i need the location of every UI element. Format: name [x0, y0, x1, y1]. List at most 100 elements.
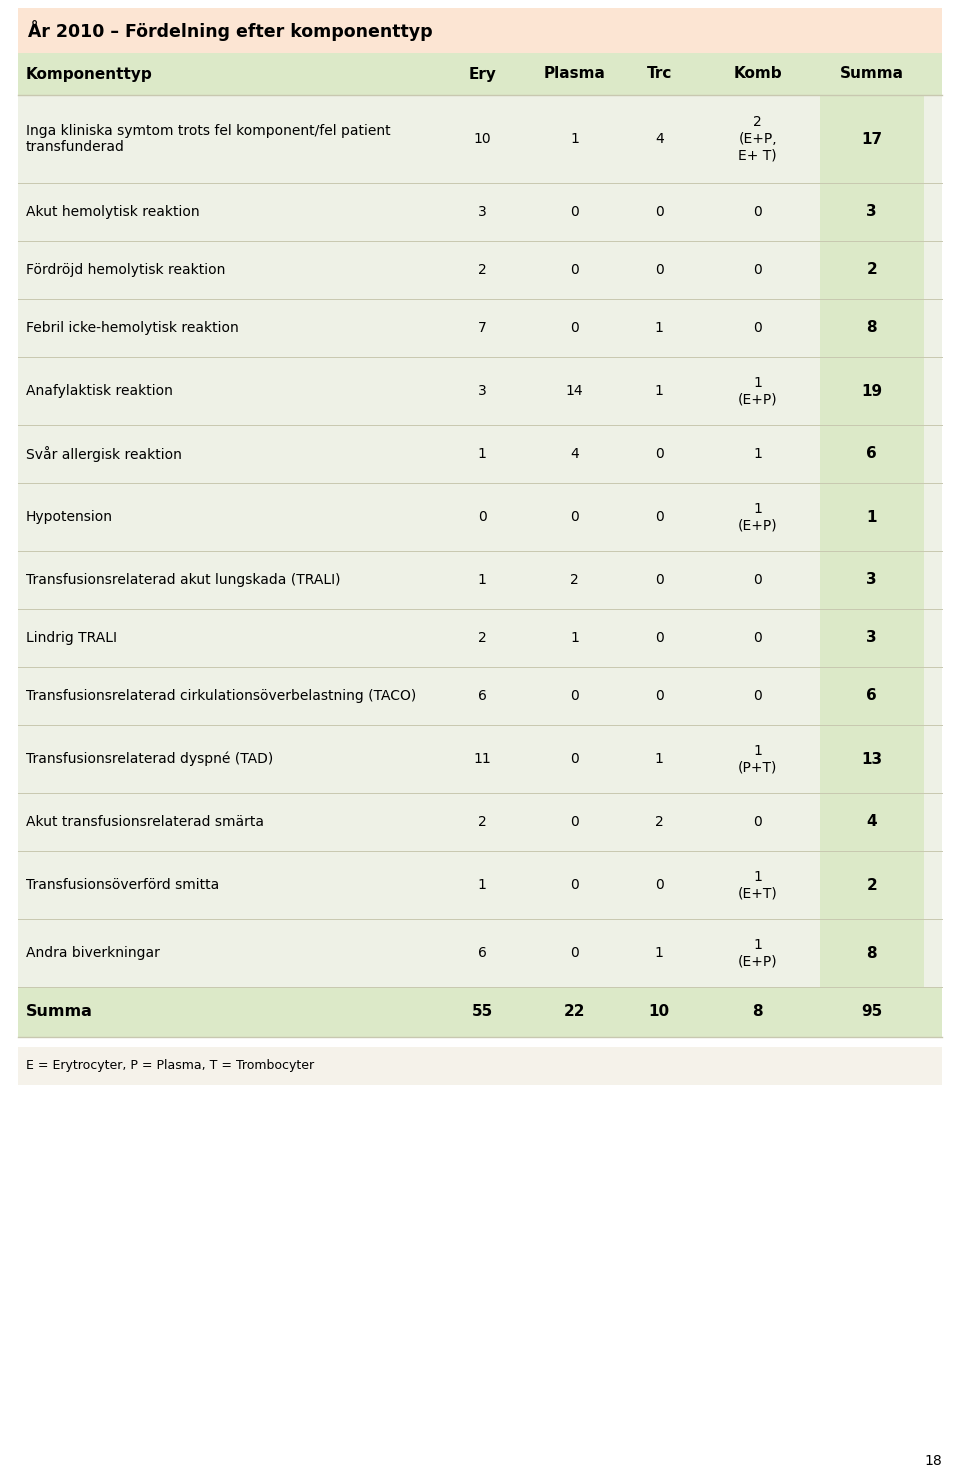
Bar — [820, 919, 924, 988]
Bar — [820, 357, 924, 426]
Text: 2: 2 — [478, 816, 487, 829]
Text: 0: 0 — [570, 262, 579, 277]
Text: Summa: Summa — [26, 1004, 93, 1019]
Text: 1: 1 — [867, 510, 877, 525]
Bar — [18, 793, 942, 851]
Bar — [18, 988, 942, 1037]
Text: Hypotension: Hypotension — [26, 510, 113, 523]
Text: 10: 10 — [649, 1004, 670, 1019]
Text: 1: 1 — [655, 946, 663, 960]
Text: 55: 55 — [471, 1004, 492, 1019]
Text: Transfusionsrelaterad dyspné (TAD): Transfusionsrelaterad dyspné (TAD) — [26, 752, 274, 767]
Bar — [18, 7, 942, 53]
Text: 0: 0 — [655, 510, 663, 523]
Text: 1: 1 — [478, 878, 487, 891]
Text: Fördröjd hemolytisk reaktion: Fördröjd hemolytisk reaktion — [26, 262, 226, 277]
Text: 18: 18 — [924, 1453, 942, 1468]
Text: 1: 1 — [754, 446, 762, 461]
Text: 0: 0 — [754, 816, 762, 829]
Bar — [18, 483, 942, 552]
Text: Transfusionsrelaterad akut lungskada (TRALI): Transfusionsrelaterad akut lungskada (TR… — [26, 572, 341, 587]
Text: Ery: Ery — [468, 67, 496, 82]
Text: 8: 8 — [867, 946, 877, 961]
Bar — [18, 1047, 942, 1086]
Text: 0: 0 — [754, 262, 762, 277]
Bar — [820, 552, 924, 610]
Text: 2: 2 — [478, 630, 487, 645]
Text: 0: 0 — [570, 946, 579, 960]
Text: 7: 7 — [478, 320, 487, 335]
Text: 0: 0 — [655, 878, 663, 891]
Text: 6: 6 — [867, 446, 877, 461]
Text: Akut transfusionsrelaterad smärta: Akut transfusionsrelaterad smärta — [26, 816, 264, 829]
Text: Akut hemolytisk reaktion: Akut hemolytisk reaktion — [26, 205, 200, 219]
Text: 11: 11 — [473, 752, 492, 767]
Bar — [18, 426, 942, 483]
Text: 0: 0 — [754, 205, 762, 219]
Bar — [820, 242, 924, 300]
Text: 0: 0 — [655, 630, 663, 645]
Bar — [820, 182, 924, 242]
Text: 8: 8 — [867, 320, 877, 335]
Text: Andra biverkningar: Andra biverkningar — [26, 946, 160, 960]
Text: 0: 0 — [570, 690, 579, 703]
Text: År 2010 – Fördelning efter komponenttyp: År 2010 – Fördelning efter komponenttyp — [28, 19, 433, 42]
Text: 0: 0 — [754, 572, 762, 587]
Text: 2: 2 — [655, 816, 663, 829]
Bar — [18, 95, 942, 182]
Bar — [820, 851, 924, 919]
Text: 1: 1 — [655, 752, 663, 767]
Text: Anafylaktisk reaktion: Anafylaktisk reaktion — [26, 384, 173, 397]
Text: Inga kliniska symtom trots fel komponent/fel patient
transfunderad: Inga kliniska symtom trots fel komponent… — [26, 123, 391, 154]
Text: Komponenttyp: Komponenttyp — [26, 67, 153, 82]
Bar — [820, 667, 924, 725]
Bar — [18, 182, 942, 242]
Text: 0: 0 — [655, 205, 663, 219]
Text: 0: 0 — [570, 878, 579, 891]
Text: Komb: Komb — [733, 67, 782, 82]
Text: E = Erytrocyter, P = Plasma, T = Trombocyter: E = Erytrocyter, P = Plasma, T = Tromboc… — [26, 1059, 314, 1072]
Bar — [820, 725, 924, 793]
Text: 1: 1 — [478, 446, 487, 461]
Bar — [820, 426, 924, 483]
Bar — [18, 667, 942, 725]
Text: 0: 0 — [570, 205, 579, 219]
Text: 6: 6 — [867, 688, 877, 703]
Bar — [18, 552, 942, 610]
Text: 1
(P+T): 1 (P+T) — [738, 743, 778, 774]
Text: 3: 3 — [867, 205, 877, 219]
Text: 1
(E+P): 1 (E+P) — [738, 375, 778, 406]
Text: 3: 3 — [867, 572, 877, 587]
Text: 1: 1 — [570, 630, 579, 645]
Text: 2: 2 — [478, 262, 487, 277]
Text: 0: 0 — [754, 630, 762, 645]
Text: 10: 10 — [473, 132, 492, 145]
Text: 0: 0 — [655, 572, 663, 587]
Bar — [18, 300, 942, 357]
Text: 3: 3 — [478, 205, 487, 219]
Text: 0: 0 — [570, 816, 579, 829]
Text: 0: 0 — [655, 690, 663, 703]
Text: 0: 0 — [478, 510, 487, 523]
Text: 1: 1 — [570, 132, 579, 145]
Text: 0: 0 — [655, 446, 663, 461]
Text: Summa: Summa — [840, 67, 903, 82]
Text: Transfusionsöverförd smitta: Transfusionsöverförd smitta — [26, 878, 219, 891]
Bar — [18, 357, 942, 426]
Text: 1
(E+T): 1 (E+T) — [738, 869, 778, 900]
Bar — [820, 610, 924, 667]
Text: 2
(E+P,
E+ T): 2 (E+P, E+ T) — [738, 116, 777, 163]
Text: 14: 14 — [565, 384, 584, 397]
Text: 17: 17 — [861, 132, 882, 147]
Text: Lindrig TRALI: Lindrig TRALI — [26, 630, 117, 645]
Text: 2: 2 — [867, 878, 877, 893]
Bar — [18, 851, 942, 919]
Text: 2: 2 — [570, 572, 579, 587]
Bar — [820, 483, 924, 552]
Text: 1: 1 — [478, 572, 487, 587]
Text: 13: 13 — [861, 752, 882, 767]
Bar — [820, 300, 924, 357]
Text: 1: 1 — [655, 384, 663, 397]
Bar — [18, 242, 942, 300]
Bar — [18, 53, 942, 95]
